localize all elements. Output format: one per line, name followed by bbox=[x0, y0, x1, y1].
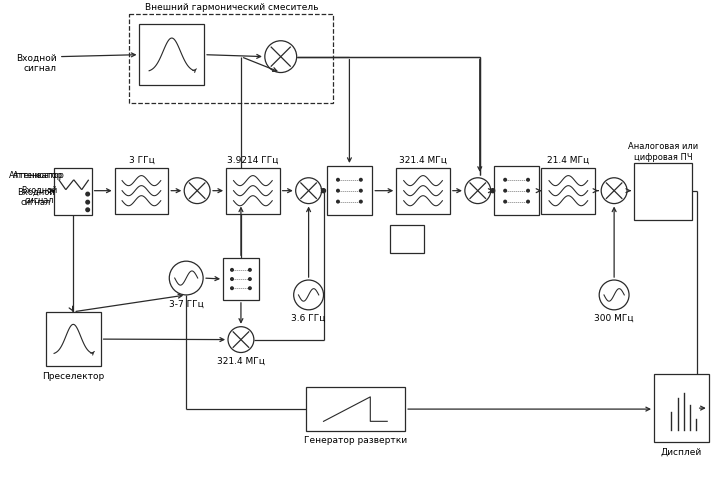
Circle shape bbox=[86, 200, 89, 204]
Circle shape bbox=[322, 189, 325, 193]
Circle shape bbox=[527, 178, 529, 181]
Circle shape bbox=[359, 178, 362, 181]
Circle shape bbox=[248, 269, 251, 271]
Text: Аттенюатор: Аттенюатор bbox=[9, 171, 63, 180]
Circle shape bbox=[359, 189, 362, 192]
Bar bbox=[396, 168, 450, 214]
Circle shape bbox=[527, 189, 529, 192]
Text: Дисплей: Дисплей bbox=[661, 447, 702, 456]
Text: Входной
сигнал: Входной сигнал bbox=[17, 188, 55, 207]
Circle shape bbox=[230, 269, 233, 271]
Bar bbox=[541, 168, 595, 214]
Text: 21.4 МГц: 21.4 МГц bbox=[547, 155, 590, 164]
Text: Входной
сигнал: Входной сигнал bbox=[21, 186, 57, 206]
Text: 3.9214 ГГц: 3.9214 ГГц bbox=[228, 155, 279, 164]
Bar bbox=[494, 166, 539, 216]
Bar bbox=[226, 168, 280, 214]
Bar bbox=[223, 258, 259, 300]
Circle shape bbox=[86, 208, 89, 212]
Bar bbox=[305, 387, 405, 431]
Circle shape bbox=[601, 178, 627, 204]
Bar bbox=[390, 226, 424, 253]
Circle shape bbox=[169, 261, 203, 295]
Text: 3-7 ГГц: 3-7 ГГц bbox=[168, 299, 204, 308]
Circle shape bbox=[337, 178, 339, 181]
Bar bbox=[114, 168, 168, 214]
Text: Генератор развертки: Генератор развертки bbox=[304, 436, 407, 445]
Text: 321.4 МГц: 321.4 МГц bbox=[399, 155, 447, 164]
Circle shape bbox=[230, 278, 233, 280]
Circle shape bbox=[465, 178, 491, 204]
Text: Входной
сигнал: Входной сигнал bbox=[17, 54, 57, 73]
Bar bbox=[130, 14, 333, 103]
Circle shape bbox=[228, 326, 254, 352]
Bar bbox=[634, 163, 692, 220]
Circle shape bbox=[337, 189, 339, 192]
Circle shape bbox=[248, 287, 251, 290]
Bar bbox=[140, 24, 204, 86]
Circle shape bbox=[504, 200, 506, 203]
Circle shape bbox=[599, 280, 629, 310]
Circle shape bbox=[294, 280, 323, 310]
Text: 300 МГц: 300 МГц bbox=[595, 314, 634, 323]
Bar bbox=[327, 166, 372, 216]
Circle shape bbox=[248, 278, 251, 280]
Circle shape bbox=[337, 200, 339, 203]
Circle shape bbox=[504, 178, 506, 181]
Text: 321.4 МГц: 321.4 МГц bbox=[217, 357, 265, 366]
Text: Аналоговая или
цифровая ПЧ: Аналоговая или цифровая ПЧ bbox=[628, 142, 698, 162]
Circle shape bbox=[527, 200, 529, 203]
Bar bbox=[654, 374, 708, 442]
Text: 3 ГГц: 3 ГГц bbox=[129, 155, 154, 164]
Bar bbox=[54, 168, 91, 216]
Circle shape bbox=[184, 178, 210, 204]
Text: Внешний гармонический смеситель: Внешний гармонический смеситель bbox=[145, 2, 318, 11]
Circle shape bbox=[296, 178, 322, 204]
Bar bbox=[46, 312, 101, 367]
Circle shape bbox=[491, 189, 495, 193]
Text: 3.6 ГГц: 3.6 ГГц bbox=[292, 314, 325, 323]
Circle shape bbox=[265, 41, 297, 73]
Circle shape bbox=[504, 189, 506, 192]
Text: Преселектор: Преселектор bbox=[42, 372, 104, 381]
Text: Аттенюатор: Аттенюатор bbox=[13, 171, 65, 180]
Circle shape bbox=[230, 287, 233, 290]
Circle shape bbox=[359, 200, 362, 203]
Circle shape bbox=[86, 192, 89, 196]
